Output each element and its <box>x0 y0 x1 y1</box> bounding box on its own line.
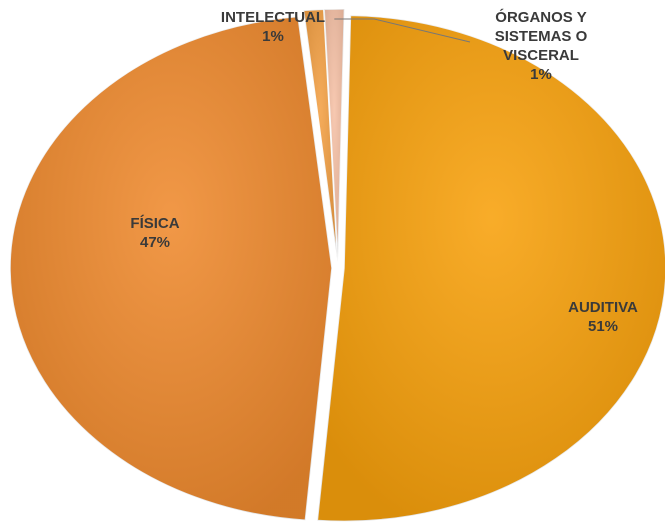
value-label: 51% <box>587 318 619 335</box>
data-label: FÍSICA 47% <box>95 214 215 252</box>
data-label: INTELECTUAL 1% <box>203 8 343 46</box>
slice-shade <box>324 9 345 263</box>
slice-shade <box>303 9 338 263</box>
category-label: ÓRGANOS Y SISTEMAS O VISCERAL <box>494 9 588 64</box>
category-label: AUDITIVA <box>568 299 638 316</box>
data-label: ÓRGANOS Y SISTEMAS O VISCERAL 1% <box>471 8 611 84</box>
value-label: 1% <box>530 66 552 83</box>
category-label: INTELECTUAL <box>220 9 326 26</box>
category-label: FÍSICA <box>130 215 180 232</box>
value-label: 47% <box>139 234 171 251</box>
leader-line <box>334 18 471 43</box>
value-label: 1% <box>262 28 284 45</box>
slice-shade <box>10 16 333 521</box>
data-label: AUDITIVA 51% <box>543 298 663 336</box>
slice-shade <box>317 15 665 522</box>
